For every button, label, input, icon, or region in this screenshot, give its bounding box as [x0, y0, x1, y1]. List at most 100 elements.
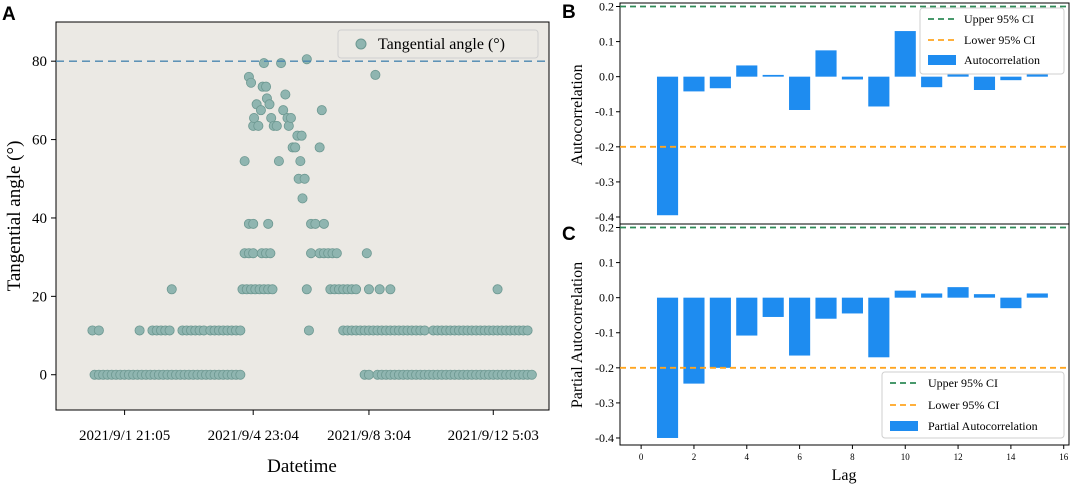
scatter-point	[248, 248, 259, 259]
scatter-point	[166, 284, 177, 295]
bar-lag-13	[973, 76, 996, 90]
bar-lag-5	[762, 74, 784, 77]
bar-lag-14	[1000, 297, 1022, 309]
bar-lag-7	[815, 297, 837, 319]
scatter-point	[522, 325, 533, 336]
bar-lag-3	[709, 76, 731, 89]
scatter-point	[265, 248, 276, 259]
scatter-point	[526, 369, 537, 380]
x-axis-ticks: 2021/9/1 21:05 2021/9/4 23:04 2021/9/8 3:0…	[79, 410, 539, 444]
y-tick-label: 60	[32, 133, 47, 149]
bar-lag-6	[789, 297, 811, 356]
x-tick-label: 2021/9/12 5:03	[448, 428, 539, 444]
scatter-points	[87, 54, 537, 380]
y-tick-label: -0.4	[595, 431, 614, 445]
x-tick-label: 2021/9/8 3:04	[327, 428, 411, 444]
x-tick-label: 10	[901, 452, 911, 462]
pacf-x-axis-label: Lag	[832, 467, 857, 484]
scatter-point	[235, 325, 246, 336]
panel-a-label: A	[2, 4, 16, 25]
scatter-point	[303, 325, 314, 336]
bar-lag-1	[656, 297, 679, 438]
pacf-bars	[656, 287, 1048, 438]
panel-b: B 0.2 0.1 0.0 -0.1 -0.2 -0.3 -0.4 Autocorrelat…	[562, 0, 1070, 225]
scatter-point	[278, 105, 289, 116]
y-tick-label: 0.1	[599, 256, 614, 270]
bar-lag-6	[789, 76, 811, 110]
scatter-point	[295, 156, 306, 167]
pacf-y-axis-ticks: 0.2 0.1 0.0 -0.1 -0.2 -0.3 -0.4	[595, 221, 620, 445]
y-tick-label: -0.2	[595, 361, 614, 375]
legend-acf-swatch	[928, 55, 956, 65]
scatter-point	[93, 325, 104, 336]
scatter-point	[164, 325, 175, 336]
scatter-point	[285, 113, 296, 124]
bar-lag-9	[868, 76, 890, 107]
y-tick-label: -0.4	[595, 210, 614, 224]
scatter-point	[310, 218, 321, 229]
legend-upper-ci-text: Upper 95% CI	[964, 12, 1034, 26]
y-tick-label: 0.2	[599, 221, 614, 235]
legend-lower-ci-text: Lower 95% CI	[928, 398, 999, 412]
scatter-point	[253, 120, 264, 131]
scatter-point	[419, 325, 430, 336]
scatter-point	[306, 248, 317, 259]
scatter-point	[235, 369, 246, 380]
pacf-legend: Upper 95% CI Lower 95% CI Partial Autoco…	[881, 371, 1065, 439]
x-tick-label: 8	[850, 452, 855, 462]
bar-lag-15	[1026, 293, 1048, 298]
y-tick-label: 80	[32, 54, 47, 70]
y-tick-label: 0.1	[599, 35, 614, 49]
scatter-point	[134, 325, 145, 336]
legend-label: Tangential angle (°)	[378, 36, 505, 53]
scatter-point	[296, 130, 307, 141]
scatter-point	[316, 105, 327, 116]
bar-lag-10	[894, 290, 916, 298]
scatter-point	[263, 218, 274, 229]
bar-lag-9	[868, 297, 890, 358]
bar-lag-4	[736, 297, 758, 336]
x-tick-label: 6	[797, 452, 802, 462]
pacf-y-axis-label: Partial Autocorrelation	[569, 262, 586, 408]
legend: Tangential angle (°)	[337, 29, 539, 59]
legend-upper-ci-text: Upper 95% CI	[928, 376, 998, 390]
y-axis-ticks: 0 20 40 60 80	[32, 54, 56, 384]
legend-marker	[355, 38, 367, 50]
legend-acf-text: Autocorrelation	[964, 53, 1040, 67]
acf-y-axis-ticks: 0.2 0.1 0.0 -0.1 -0.2 -0.3 -0.4	[595, 0, 620, 224]
legend-pacf-text: Partial Autocorrelation	[928, 419, 1038, 433]
bar-lag-11	[921, 293, 943, 298]
bar-lag-12	[947, 287, 969, 298]
bar-lag-11	[921, 76, 943, 88]
x-axis-label: Datetime	[267, 456, 337, 477]
x-tick-label: 14	[1006, 452, 1016, 462]
scatter-point	[239, 156, 250, 167]
scatter-point	[363, 284, 374, 295]
y-tick-label: -0.1	[595, 326, 614, 340]
y-tick-label: 0.2	[599, 0, 614, 14]
pacf-legend-box	[881, 371, 1065, 439]
scatter-plot-area	[55, 21, 550, 411]
scatter-point	[297, 193, 308, 204]
acf-bars	[656, 31, 1048, 216]
scatter-point	[385, 284, 396, 295]
scatter-point	[374, 284, 385, 295]
y-tick-label: 0.0	[599, 291, 614, 305]
scatter-point	[492, 284, 503, 295]
y-axis-label: Tangential angle (°)	[4, 141, 25, 292]
scatter-point	[273, 156, 284, 167]
scatter-point	[290, 142, 301, 153]
bar-lag-3	[709, 297, 731, 368]
y-tick-label: -0.1	[595, 105, 614, 119]
scatter-point	[267, 284, 278, 295]
scatter-point	[264, 99, 275, 110]
acf-y-axis-label: Autocorrelation	[569, 64, 586, 165]
acf-legend: Upper 95% CI Lower 95% CI Autocorrelatio…	[919, 7, 1065, 75]
scatter-point	[276, 58, 287, 69]
bar-lag-1	[656, 76, 679, 216]
scatter-point	[361, 248, 372, 259]
pacf-plot-area	[619, 223, 1070, 446]
legend-box	[337, 29, 539, 59]
legend-pacf-swatch	[890, 421, 918, 431]
bar-lag-2	[683, 76, 705, 92]
